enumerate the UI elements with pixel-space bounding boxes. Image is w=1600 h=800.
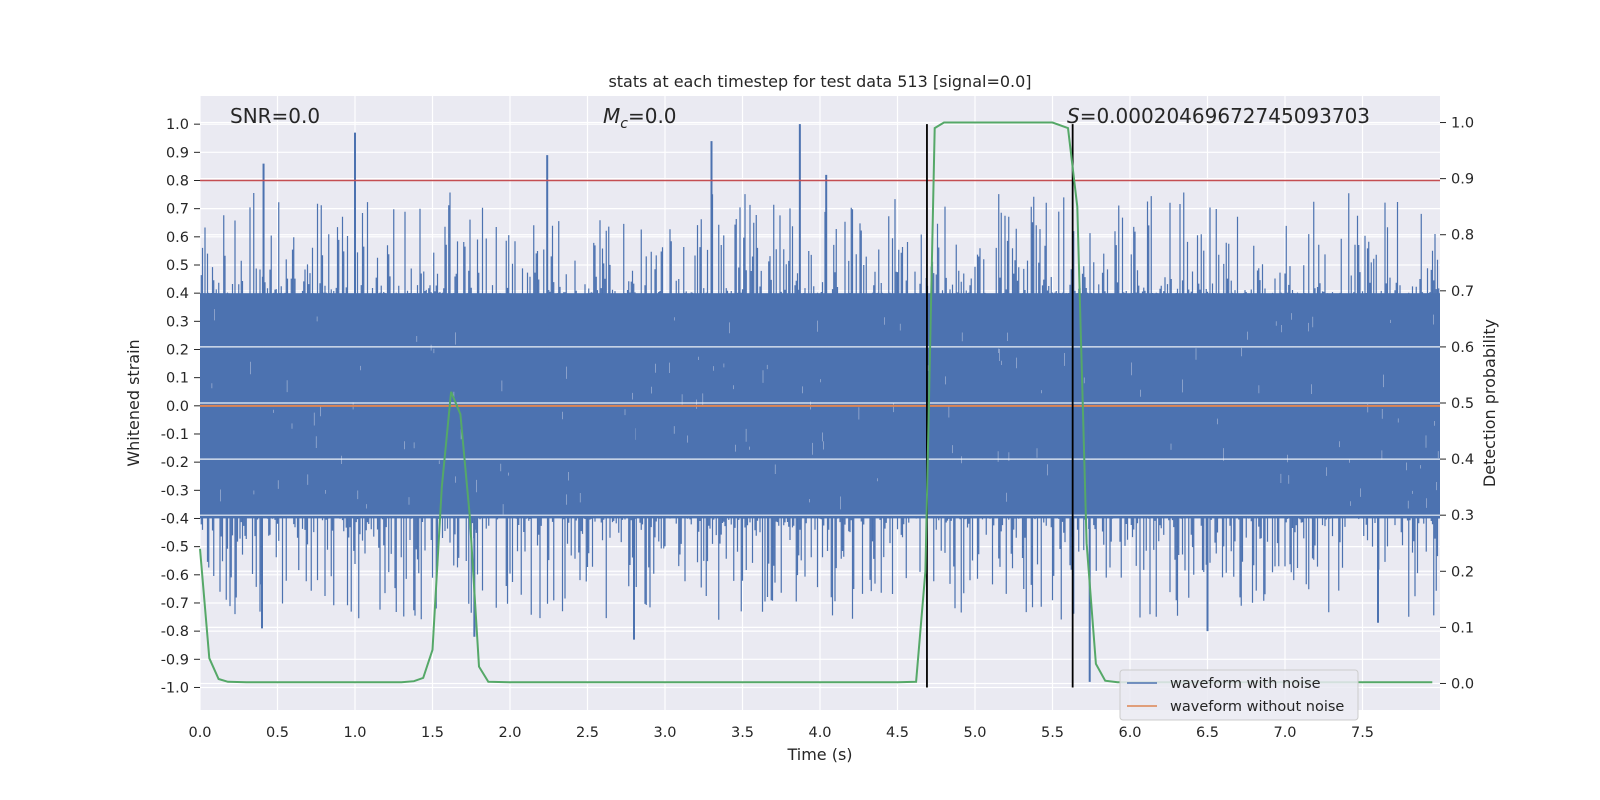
y-tick-label: -0.4 bbox=[161, 511, 189, 527]
x-tick-label: 7.0 bbox=[1273, 725, 1296, 741]
x-axis-title: Time (s) bbox=[786, 745, 852, 764]
x-tick-label: 6.5 bbox=[1196, 725, 1219, 741]
y2-tick-label: 0.3 bbox=[1451, 508, 1474, 524]
x-tick-label: 4.5 bbox=[886, 725, 909, 741]
s-value: =0.00020469672745093703 bbox=[1080, 104, 1370, 128]
y-tick-label: 0.1 bbox=[166, 371, 189, 387]
ticks: 0.0 0.5 1.0 1.5 2.0 2.5 3.0 3.5 4.0 4.5 5.0 5.5 6.0 6… bbox=[161, 116, 1474, 741]
y-tick-label: -0.3 bbox=[161, 483, 189, 499]
x-tick-label: 1.5 bbox=[421, 725, 444, 741]
legend-label-clean: waveform without noise bbox=[1170, 699, 1344, 715]
y-tick-label: 0.8 bbox=[166, 173, 189, 189]
spike-series bbox=[261, 124, 1379, 682]
y-tick-label: 0.2 bbox=[166, 342, 189, 358]
x-tick-label: 3.0 bbox=[653, 725, 676, 741]
x-tick-label: 5.5 bbox=[1041, 725, 1064, 741]
y-tick-label: 0.5 bbox=[166, 258, 189, 274]
y-tick-label: 0.0 bbox=[166, 399, 189, 415]
mc-annotation: Mc=0.0 bbox=[603, 104, 677, 132]
x-tick-label: 5.0 bbox=[963, 725, 986, 741]
y2-tick-label: 0.6 bbox=[1451, 340, 1474, 356]
line-series bbox=[199, 121, 1440, 688]
x-tick-label: 2.5 bbox=[576, 725, 599, 741]
x-tick-label: 3.5 bbox=[731, 725, 754, 741]
y-tick-label: -0.9 bbox=[161, 652, 189, 668]
y-tick-label: -1.0 bbox=[161, 680, 189, 696]
y2-tick-label: 0.8 bbox=[1451, 228, 1474, 244]
y2-axis-title: Detection probability bbox=[1480, 319, 1499, 487]
x-tick-label: 6.0 bbox=[1118, 725, 1141, 741]
y-tick-label: 0.3 bbox=[166, 314, 189, 330]
legend-box bbox=[1119, 669, 1359, 721]
y2-tick-label: 0.1 bbox=[1451, 620, 1474, 636]
y2-tick-label: 0.5 bbox=[1451, 396, 1474, 412]
s-annotation: S=0.00020469672745093703 bbox=[1067, 104, 1370, 128]
y-tick-label: -0.7 bbox=[161, 596, 189, 612]
y2-tick-label: 0.7 bbox=[1451, 284, 1474, 300]
snr-annotation: SNR=0.0 bbox=[230, 104, 320, 128]
y-tick-label: -0.1 bbox=[161, 427, 189, 443]
y-tick-label: 1.0 bbox=[166, 117, 189, 133]
s-symbol: S bbox=[1067, 104, 1080, 128]
y2-tick-label: 1.0 bbox=[1451, 116, 1474, 132]
x-tick-label: 1.0 bbox=[343, 725, 366, 741]
y2-tick-label: 0.9 bbox=[1451, 172, 1474, 188]
legend-label-noise: waveform with noise bbox=[1170, 676, 1321, 692]
chart-title: stats at each timestep for test data 513… bbox=[608, 72, 1031, 91]
x-tick-label: 0.0 bbox=[188, 725, 211, 741]
mc-subscript: c bbox=[620, 116, 628, 132]
detection-probability-line bbox=[199, 121, 1433, 684]
y-tick-label: -0.5 bbox=[161, 540, 189, 556]
y-tick-label: 0.4 bbox=[166, 286, 189, 302]
y-tick-label: -0.8 bbox=[161, 624, 189, 640]
y2-tick-label: 0.4 bbox=[1451, 452, 1474, 468]
x-tick-label: 7.5 bbox=[1351, 725, 1374, 741]
y-tick-label: -0.6 bbox=[161, 568, 189, 584]
y-tick-label: -0.2 bbox=[161, 455, 189, 471]
mc-value: =0.0 bbox=[628, 104, 677, 128]
legend: waveform with noise waveform without noi… bbox=[1119, 669, 1359, 721]
y-tick-label: 0.9 bbox=[166, 145, 189, 161]
y2-tick-label: 0.0 bbox=[1451, 676, 1474, 692]
x-tick-label: 4.0 bbox=[808, 725, 831, 741]
y-axis-title: Whitened strain bbox=[124, 339, 143, 466]
y-tick-label: 0.6 bbox=[166, 230, 189, 246]
y2-tick-label: 0.2 bbox=[1451, 564, 1474, 580]
x-tick-label: 0.5 bbox=[266, 725, 289, 741]
y-tick-label: 0.7 bbox=[166, 202, 189, 218]
x-tick-label: 2.0 bbox=[498, 725, 521, 741]
mc-symbol: M bbox=[603, 104, 620, 128]
